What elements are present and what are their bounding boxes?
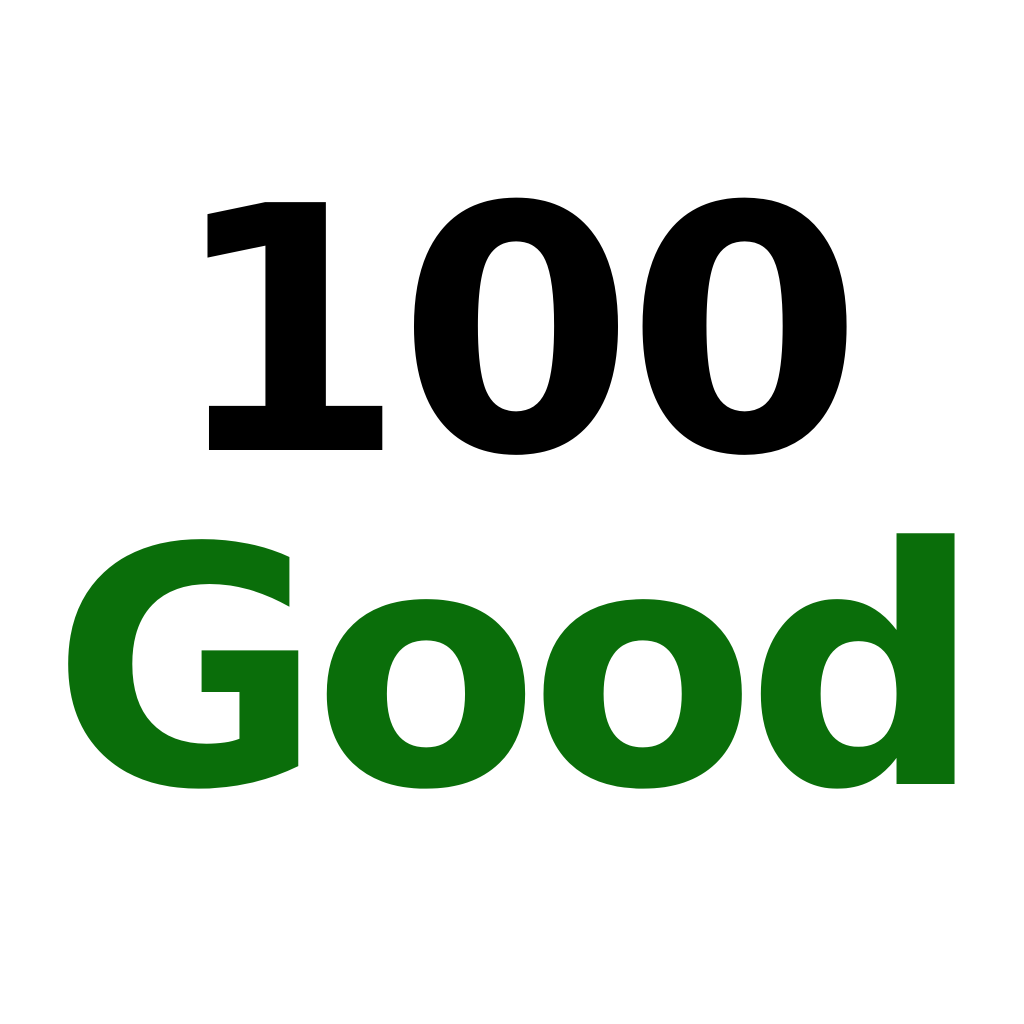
score-value: 100 <box>169 135 863 531</box>
rating-label: Good <box>51 478 983 862</box>
